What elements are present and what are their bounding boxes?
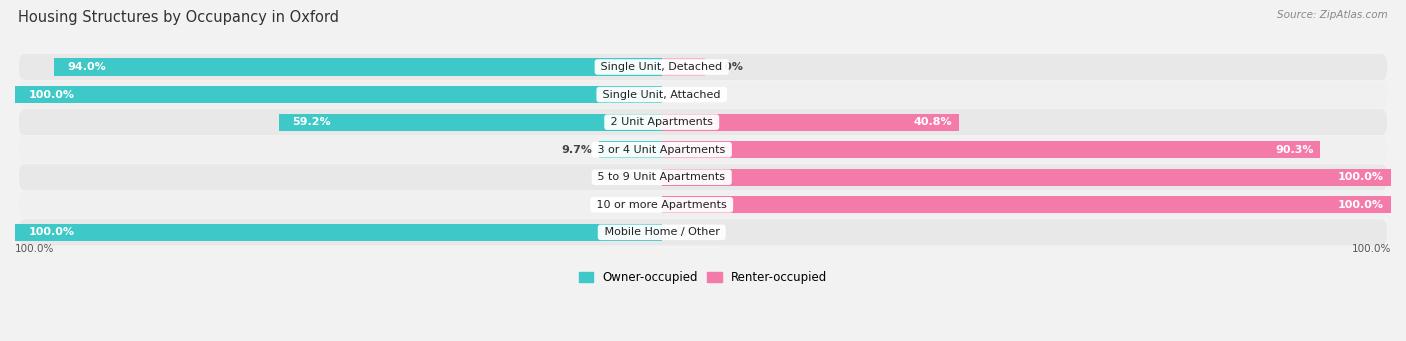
Text: Source: ZipAtlas.com: Source: ZipAtlas.com (1277, 10, 1388, 20)
Text: 100.0%: 100.0% (28, 227, 75, 237)
Text: Single Unit, Detached: Single Unit, Detached (598, 62, 725, 72)
Bar (662, 169, 1391, 186)
FancyBboxPatch shape (20, 54, 1386, 80)
FancyBboxPatch shape (20, 219, 1386, 245)
Text: 100.0%: 100.0% (28, 90, 75, 100)
Text: 100.0%: 100.0% (1339, 172, 1384, 182)
Text: 100.0%: 100.0% (1351, 244, 1391, 254)
Text: 0.0%: 0.0% (675, 90, 706, 100)
Text: 9.7%: 9.7% (561, 145, 592, 155)
Text: 94.0%: 94.0% (67, 62, 107, 72)
Text: Housing Structures by Occupancy in Oxford: Housing Structures by Occupancy in Oxfor… (18, 10, 339, 25)
FancyBboxPatch shape (20, 164, 1386, 190)
Bar (599, 141, 662, 158)
Text: 100.0%: 100.0% (1339, 200, 1384, 210)
Text: 3 or 4 Unit Apartments: 3 or 4 Unit Apartments (595, 145, 730, 155)
Bar (662, 196, 1391, 213)
FancyBboxPatch shape (20, 81, 1386, 107)
Bar (662, 58, 706, 76)
Bar (662, 141, 1320, 158)
FancyBboxPatch shape (20, 137, 1386, 163)
Text: 0.0%: 0.0% (617, 172, 648, 182)
Text: Mobile Home / Other: Mobile Home / Other (600, 227, 723, 237)
Text: 10 or more Apartments: 10 or more Apartments (593, 200, 730, 210)
FancyBboxPatch shape (20, 109, 1386, 135)
Bar (15, 86, 662, 103)
Text: 2 Unit Apartments: 2 Unit Apartments (607, 117, 717, 127)
Bar (662, 114, 959, 131)
Bar (15, 224, 662, 241)
Bar (278, 114, 662, 131)
FancyBboxPatch shape (20, 192, 1386, 218)
Text: 40.8%: 40.8% (914, 117, 952, 127)
Text: Single Unit, Attached: Single Unit, Attached (599, 90, 724, 100)
Text: 90.3%: 90.3% (1275, 145, 1313, 155)
Bar (53, 58, 662, 76)
Text: 59.2%: 59.2% (292, 117, 332, 127)
Legend: Owner-occupied, Renter-occupied: Owner-occupied, Renter-occupied (574, 266, 832, 288)
Text: 5 to 9 Unit Apartments: 5 to 9 Unit Apartments (595, 172, 728, 182)
Text: 0.0%: 0.0% (675, 227, 706, 237)
Text: 0.0%: 0.0% (617, 200, 648, 210)
Text: 100.0%: 100.0% (15, 244, 55, 254)
Text: 6.0%: 6.0% (713, 62, 744, 72)
